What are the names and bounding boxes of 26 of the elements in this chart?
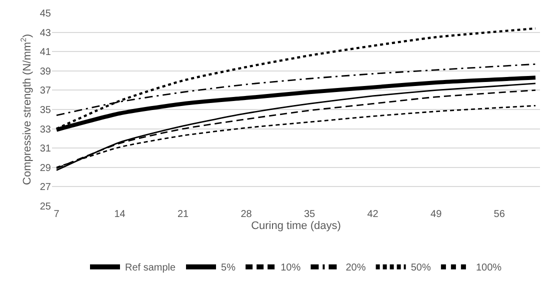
x-tick-label: 14: [114, 209, 126, 220]
x-tick-label: 7: [54, 209, 60, 220]
x-axis-title: Curing time (days): [251, 220, 341, 232]
y-tick-label: 37: [40, 86, 52, 97]
y-tick-label: 43: [40, 28, 52, 39]
x-tick-label: 35: [304, 209, 316, 220]
y-tick-label: 41: [40, 47, 52, 58]
y-tick-label: 45: [40, 8, 52, 20]
y-tick-label: 25: [40, 202, 52, 212]
legend-label: 20%: [346, 262, 366, 274]
x-tick-label: 42: [367, 209, 379, 220]
x-tick-label: 56: [494, 209, 506, 220]
y-tick-label: 27: [40, 182, 52, 194]
legend-label: 10%: [280, 262, 301, 274]
legend-label: Ref sample: [125, 262, 176, 274]
legend-label: 5%: [221, 262, 236, 274]
legend-label: 100%: [476, 262, 502, 274]
y-tick-label: 39: [40, 66, 52, 78]
y-tick-label: 33: [40, 124, 52, 136]
x-tick-label: 21: [177, 209, 190, 220]
x-tick-label: 28: [240, 209, 252, 220]
y-tick-label: 29: [40, 162, 52, 174]
y-tick-label: 31: [40, 144, 52, 155]
x-tick-label: 49: [430, 209, 442, 220]
y-tick-label: 35: [40, 105, 52, 116]
legend-label: 50%: [410, 262, 431, 274]
